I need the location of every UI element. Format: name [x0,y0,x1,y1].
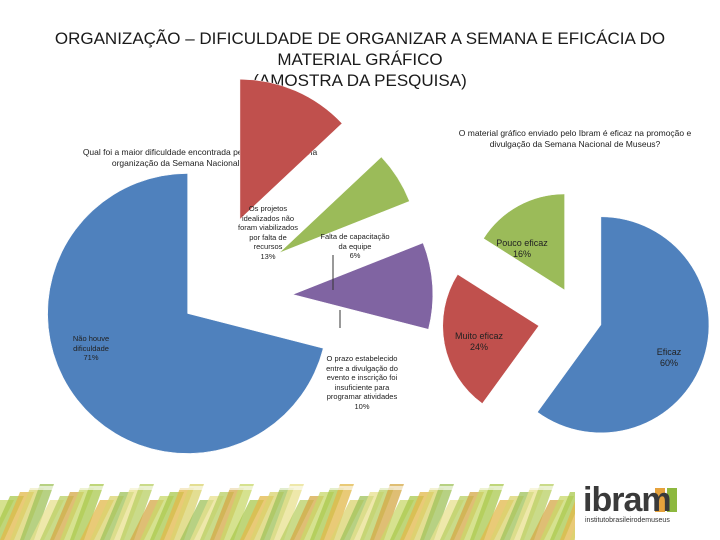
label-eficaz-value: 60% [659,358,678,368]
chart2-slice-1 [537,216,710,434]
label-prazo: O prazo estabelecido entre a divulgação … [322,354,402,411]
footer-stripe [420,484,454,540]
footer-stripe [20,484,54,540]
chart1-slice-3 [292,242,434,330]
footer-highlight [0,486,720,490]
label-muito-eficaz: Muito eficaz 24% [446,331,512,353]
title-line-2: MATERIAL GRÁFICO [277,50,443,69]
label-nao-houve: Não houve dificuldade 71% [66,334,116,363]
chart2-slice-2 [442,274,540,404]
footer-stripe [470,484,504,540]
label-falta-value: 6% [349,251,361,260]
footer-stripe [70,484,104,540]
footer-stripe [220,484,254,540]
label-muito-eficaz-value: 24% [469,342,488,352]
logo-accent-green [667,488,677,512]
footer-decoration [0,478,720,540]
title-subtitle: (AMOSTRA DA PESQUISA) [253,71,467,90]
chart2-title: O material gráfico enviado pelo Ibram é … [458,128,692,149]
chart1-title: Qual foi a maior dificuldade encontrada … [82,147,318,168]
label-nao-houve-value: 71% [83,353,99,362]
chart1-slice-2 [279,156,410,254]
label-pouco-eficaz-value: 16% [512,249,531,259]
label-projetos-value: 13% [260,251,276,261]
logo-accent-orange [655,488,665,512]
label-eficaz: Eficaz 60% [640,347,698,369]
footer-stripe [120,484,154,540]
label-prazo-value: 10% [354,401,370,411]
footer-stripe [170,484,204,540]
chart1-pie [47,78,434,454]
footer-stripe [520,484,554,540]
title-line-1: ORGANIZAÇÃO – DIFICULDADE DE ORGANIZAR A… [54,29,666,48]
chart2-pie [442,193,710,434]
footer-stripe [320,484,354,540]
chart1-slice-4 [47,173,324,454]
logo-tagline: institutobrasileirodemuseus [585,517,670,524]
footer-stripe [370,484,404,540]
footer-stripe [270,484,304,540]
logo-backdrop [575,478,720,540]
ibram-logo: ibram institutobrasileirodemuseus [583,482,693,526]
page-title: ORGANIZAÇÃO – DIFICULDADE DE ORGANIZAR A… [0,28,720,91]
label-falta: Falta de capacitação da equipe 6% [318,232,392,261]
chart1-slice-1 [239,78,343,220]
chart2-slice-3 [483,193,565,291]
label-pouco-eficaz: Pouco eficaz 16% [490,238,554,260]
label-projetos: Os projetos idealizados não foram viabil… [237,204,299,261]
logo-word: ibram [583,481,672,519]
